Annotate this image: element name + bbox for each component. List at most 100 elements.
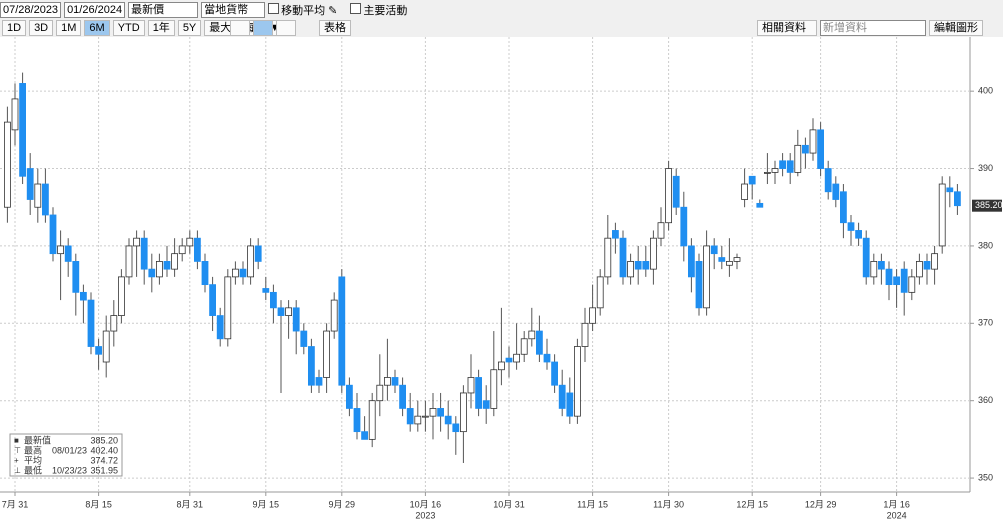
- candle-body: [34, 183, 42, 208]
- table-button[interactable]: 表格: [319, 20, 351, 36]
- candle-body: [186, 237, 194, 247]
- candle-body: [72, 261, 80, 293]
- candle-body: [475, 377, 483, 409]
- candle-body: [133, 237, 141, 247]
- candle-body: [878, 261, 885, 270]
- candle-body: [201, 261, 209, 286]
- candle-body: [26, 168, 34, 200]
- candle-body: [171, 253, 179, 270]
- candle-body: [748, 175, 756, 185]
- last-price-label: 385.20: [975, 200, 1003, 210]
- candle-body: [376, 384, 384, 402]
- candle-body: [11, 98, 19, 131]
- candle-body: [118, 276, 125, 316]
- legend-value: 374.72: [90, 455, 118, 465]
- candle-body: [80, 291, 87, 301]
- grid: [0, 37, 970, 492]
- candle-body: [148, 268, 156, 278]
- candle-body: [794, 144, 802, 173]
- start-date[interactable]: 07/28/2023: [0, 2, 62, 18]
- y-tick-label: 380: [978, 240, 993, 250]
- candle-body: [680, 206, 688, 247]
- y-tick-label: 370: [978, 318, 993, 328]
- add-input[interactable]: 新增資料: [820, 20, 926, 36]
- candle-body: [163, 261, 171, 270]
- y-tick-label: 390: [978, 163, 993, 173]
- candle-body: [216, 315, 224, 340]
- x-tick-label: 10月 16: [410, 499, 442, 509]
- tool-button[interactable]: [276, 20, 296, 36]
- range-button[interactable]: 6M: [84, 20, 110, 36]
- legend-value: 351.95: [90, 465, 118, 475]
- candle-body: [459, 392, 467, 433]
- candle-body: [277, 307, 285, 316]
- candle-body: [155, 261, 163, 278]
- candle-body: [543, 353, 551, 363]
- legend: [9, 433, 123, 477]
- legend-label: 最高: [24, 444, 42, 455]
- range-button[interactable]: YTD: [112, 20, 145, 36]
- x-tick-label: 9月 15: [253, 499, 280, 509]
- candle-body: [703, 245, 710, 309]
- candle-body: [429, 408, 437, 417]
- x-tick-label: 7月 31: [2, 499, 29, 509]
- related-button[interactable]: 相關資料 ▾: [757, 20, 817, 48]
- range-button[interactable]: 3D: [29, 20, 54, 36]
- range-button[interactable]: 5Y: [177, 20, 202, 36]
- x-tick-label: 12月 15: [736, 499, 768, 509]
- range-button[interactable]: 1年: [147, 20, 175, 36]
- range-button[interactable]: 1D: [2, 20, 27, 36]
- candle-body: [269, 291, 277, 309]
- candle-body: [87, 299, 95, 347]
- candle-body: [64, 245, 72, 262]
- candle-body: [391, 377, 399, 386]
- option[interactable]: 主要活動: [350, 2, 407, 18]
- legend-value: 385.20: [90, 435, 118, 445]
- field-select[interactable]: 最新價: [128, 2, 199, 18]
- candle-body: [771, 168, 779, 173]
- candle-body: [361, 431, 369, 440]
- option[interactable]: 移動平均 ✎: [268, 2, 337, 18]
- range-button[interactable]: 1M: [56, 20, 82, 36]
- candle-body: [193, 237, 201, 262]
- tool-button[interactable]: [253, 20, 273, 36]
- candle-body: [345, 384, 353, 409]
- currency-select[interactable]: 當地貨幣: [201, 2, 266, 18]
- candle-body: [695, 261, 703, 309]
- candle-body: [482, 400, 490, 409]
- candle-body: [323, 330, 331, 378]
- y-tick-label: 350: [978, 472, 993, 482]
- candle-body: [140, 237, 148, 270]
- candle-body: [399, 384, 407, 409]
- candle-body: [209, 284, 217, 316]
- candle-body: [802, 144, 809, 154]
- candle-body: [916, 261, 923, 278]
- legend-label: 最低: [24, 464, 42, 475]
- candle-body: [612, 230, 619, 239]
- candle-body: [102, 330, 110, 363]
- candle-body: [893, 276, 900, 286]
- candle-body: [353, 408, 361, 433]
- edit-button[interactable]: 編輯圖形: [929, 20, 983, 36]
- candle-body: [885, 268, 893, 286]
- candle-body: [497, 361, 505, 371]
- candle-body: [581, 322, 589, 347]
- candle-body: [315, 377, 323, 386]
- end-date[interactable]: 01/26/2024: [64, 2, 126, 18]
- candle-body: [900, 268, 908, 293]
- candle-body: [467, 377, 475, 394]
- candle-body: [938, 183, 946, 247]
- candle-body: [756, 202, 764, 208]
- x-tick-label: 8月 15: [85, 499, 112, 509]
- y-tick-label: 400: [978, 86, 993, 96]
- candle-body: [444, 415, 452, 425]
- candle-body: [262, 288, 270, 293]
- candle-body: [368, 400, 376, 440]
- candle-body: [528, 330, 536, 340]
- candle-body: [931, 253, 938, 270]
- candle-body: [733, 257, 741, 262]
- toolbar-row: 相關資料 ▾ 新增資料 編輯圖形: [757, 19, 983, 48]
- candle-body: [178, 245, 186, 255]
- candle-body: [786, 160, 794, 173]
- tool-button[interactable]: [230, 20, 250, 36]
